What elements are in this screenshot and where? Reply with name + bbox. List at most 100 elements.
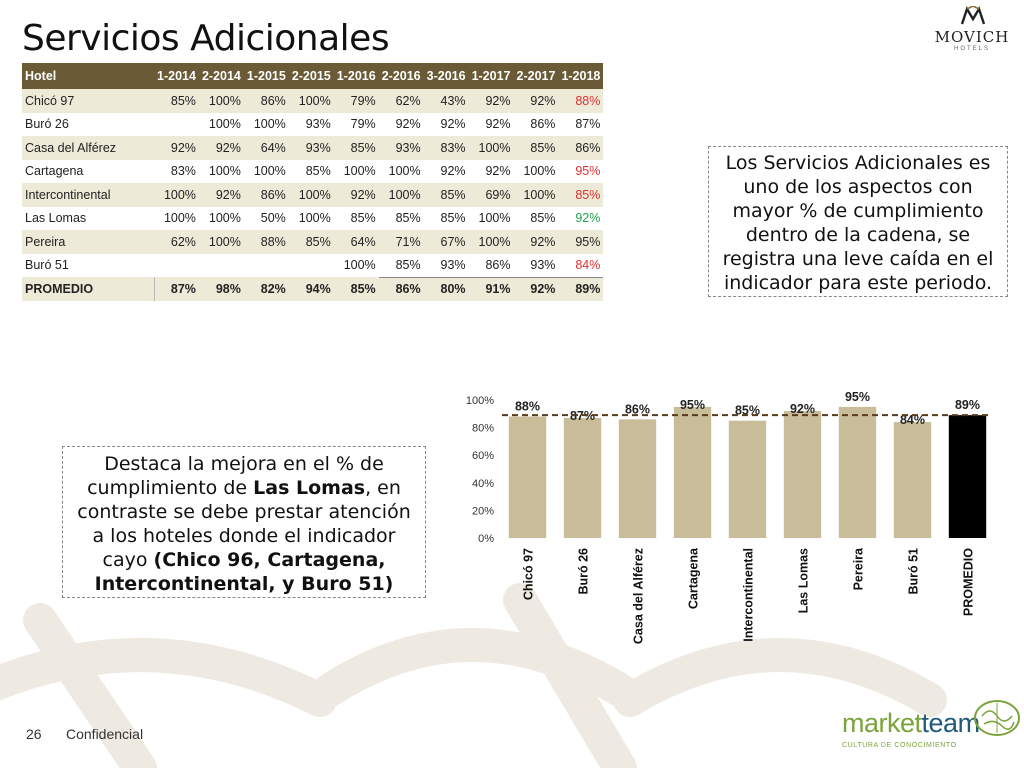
- movich-logo-name: MOVICH: [934, 28, 1010, 46]
- value-cell: 92%: [333, 183, 379, 207]
- callout-text: Destaca la mejora en el % de cumplimient…: [87, 453, 384, 499]
- value-cell: [154, 112, 199, 136]
- x-category-label: Pereira: [852, 547, 866, 590]
- table-header-cell: 2-2014: [198, 63, 244, 89]
- value-cell: 100%: [333, 253, 379, 277]
- value-cell: 92%: [154, 136, 199, 160]
- table-row: Intercontinental 100% 92% 86% 100% 92% 100% 85%…: [22, 183, 604, 207]
- bar-value-label: 89%: [955, 398, 980, 412]
- marketteam-logo-part2: team: [921, 708, 981, 738]
- value-cell: 100%: [198, 159, 244, 183]
- movich-logo: MOVICH HOTELS: [924, 6, 1020, 56]
- table-header-cell: 1-2017: [468, 63, 514, 89]
- value-cell: 71%: [378, 230, 424, 254]
- value-cell: 85%: [288, 230, 334, 254]
- hotel-bar: [618, 419, 657, 538]
- value-cell: 69%: [468, 183, 514, 207]
- value-cell: 92%: [513, 89, 559, 113]
- table-header-cell: 2-2015: [288, 63, 334, 89]
- value-cell: 100%: [468, 230, 514, 254]
- value-cell: 95%: [558, 159, 604, 183]
- value-cell: 88%: [558, 89, 604, 113]
- hotel-name-cell: Buró 26: [22, 112, 154, 136]
- marketteam-logo: marketteam CULTURA DE CONOCIMIENTO: [842, 698, 1022, 758]
- table-header-cell: 2-2017: [513, 63, 559, 89]
- hotel-name-cell: Las Lomas: [22, 206, 154, 230]
- x-category-label: Las Lomas: [797, 548, 811, 613]
- value-cell: 100%: [198, 206, 244, 230]
- value-cell: 93%: [288, 112, 334, 136]
- x-category-label: Cartagena: [687, 547, 701, 609]
- hotel-name-cell: Intercontinental: [22, 183, 154, 207]
- value-cell: 100%: [468, 136, 514, 160]
- table-header-cell: Hotel: [22, 63, 154, 89]
- value-cell: 87%: [558, 112, 604, 136]
- value-cell: 92%: [468, 89, 514, 113]
- value-cell: 93%: [423, 253, 469, 278]
- value-cell: 85%: [378, 206, 424, 230]
- y-tick-label: 80%: [472, 423, 494, 435]
- value-cell: 85%: [423, 183, 469, 207]
- marketteam-tagline: CULTURA DE CONOCIMIENTO: [842, 742, 957, 749]
- value-cell: 79%: [333, 112, 379, 136]
- bar-value-label: 95%: [845, 390, 870, 404]
- value-cell: 100%: [243, 112, 289, 136]
- value-cell: 100%: [378, 159, 424, 183]
- value-cell: 83%: [154, 159, 199, 183]
- value-cell: 100%: [198, 89, 244, 113]
- table-row: Buró 51 100% 85% 93% 86% 93% 84%: [22, 253, 604, 278]
- value-cell: 93%: [378, 136, 424, 160]
- callout-text: , en contraste se debe prestar atención …: [77, 477, 411, 571]
- value-cell: [288, 253, 334, 277]
- average-value-cell: 80%: [423, 277, 469, 301]
- x-category-label: Casa del Alférez: [632, 548, 646, 644]
- value-cell: 93%: [288, 136, 334, 160]
- insight-callout: Destaca la mejora en el % de cumplimient…: [62, 446, 426, 598]
- value-cell: 92%: [423, 112, 469, 136]
- value-cell: 85%: [378, 253, 424, 278]
- average-value-cell: 92%: [513, 277, 559, 301]
- value-cell: 100%: [154, 183, 199, 207]
- value-cell: 86%: [468, 253, 514, 278]
- average-value-cell: 94%: [288, 277, 334, 301]
- hotel-bar: [893, 422, 932, 538]
- value-cell: 85%: [288, 159, 334, 183]
- value-cell: 86%: [243, 183, 289, 207]
- table-header-cell: 1-2015: [243, 63, 289, 89]
- y-tick-label: 40%: [472, 478, 494, 490]
- value-cell: 86%: [513, 112, 559, 136]
- value-cell: 88%: [243, 230, 289, 254]
- x-category-label: Chicó 97: [522, 548, 536, 600]
- value-cell: 86%: [243, 89, 289, 113]
- y-tick-label: 0%: [478, 533, 494, 545]
- callout-emphasis: Las Lomas: [253, 477, 366, 499]
- value-cell: 100%: [198, 230, 244, 254]
- value-cell: 43%: [423, 89, 469, 113]
- hotel-bar: [673, 406, 712, 538]
- value-cell: 95%: [558, 230, 604, 254]
- hotel-name-cell: Casa del Alférez: [22, 136, 154, 160]
- value-cell: 64%: [243, 136, 289, 160]
- table-row: Buró 26 100% 100% 93% 79% 92% 92% 92% 86% 87%: [22, 112, 604, 136]
- compliance-table: Hotel 1-2014 2-2014 1-2015 2-2015 1-2016 2-201…: [22, 63, 604, 301]
- summary-callout: Los Servicios Adicionales es uno de los …: [708, 146, 1008, 297]
- hotel-bar-chart: 0%20%40%60%80%100%88%Chicó 9787%Buró 268…: [466, 390, 992, 644]
- value-cell: 92%: [198, 183, 244, 207]
- average-value-cell: 98%: [198, 277, 244, 301]
- value-cell: 92%: [513, 230, 559, 254]
- value-cell: 85%: [513, 206, 559, 230]
- value-cell: 85%: [333, 206, 379, 230]
- value-cell: 100%: [288, 206, 334, 230]
- value-cell: 86%: [558, 136, 604, 160]
- hotel-bar: [563, 417, 602, 538]
- hotel-name-cell: Chicó 97: [22, 89, 154, 113]
- bar-value-label: 92%: [790, 402, 815, 416]
- value-cell: [154, 253, 199, 277]
- hotel-bar: [783, 411, 822, 538]
- marketteam-logo-part1: market: [842, 708, 922, 738]
- average-value-cell: 85%: [333, 277, 379, 301]
- marketteam-logo-text: marketteam: [842, 708, 980, 739]
- bar-value-label: 84%: [900, 413, 925, 427]
- value-cell: 100%: [288, 89, 334, 113]
- value-cell: [243, 253, 289, 277]
